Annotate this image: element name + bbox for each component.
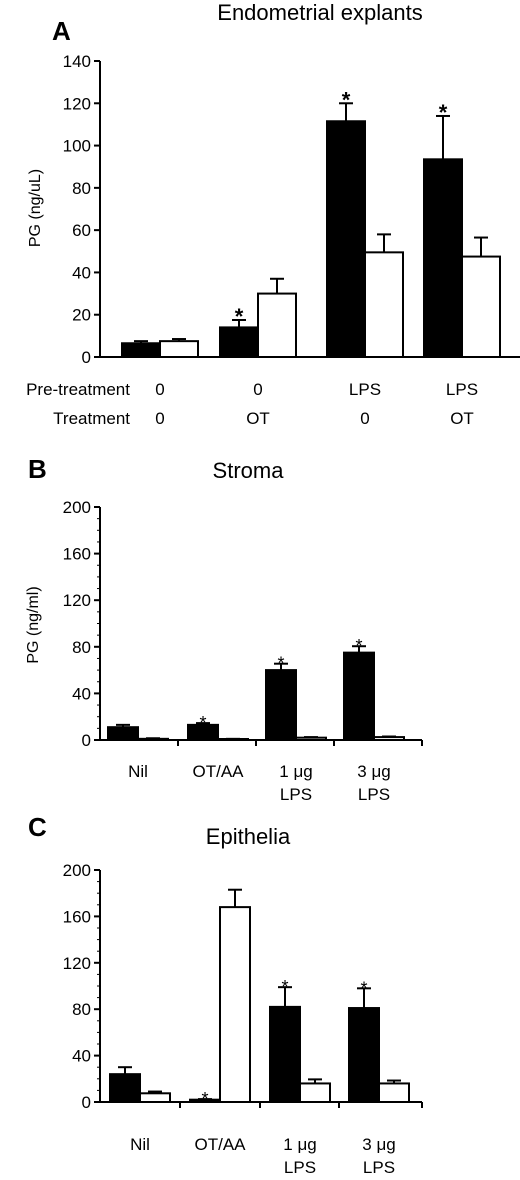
panel-b-plot: 0 40 80 120 160 200 Nil * OT/AA * 1 μg LPS * 3 μg LPS bbox=[63, 498, 423, 804]
panel-b-y-tick-label: 200 bbox=[63, 498, 91, 517]
panel-a-bar-white bbox=[159, 340, 199, 358]
panel-b-title: Stroma bbox=[213, 458, 285, 483]
panel-b-category-label: OT/AA bbox=[192, 762, 244, 781]
panel-c-category-label: 1 μg bbox=[283, 1135, 316, 1154]
panel-c-title: Epithelia bbox=[206, 824, 291, 849]
panel-a-row-label-pretreatment: Pre-treatment bbox=[26, 380, 130, 399]
panel-a-category-label: OT bbox=[450, 409, 474, 428]
panel-b-bar-black bbox=[265, 669, 297, 741]
panel-c-bar-white bbox=[139, 1092, 171, 1104]
panel-b-y-tick-label: 120 bbox=[63, 591, 91, 610]
panel-c-category-label: Nil bbox=[130, 1135, 150, 1154]
panel-c-bar-black bbox=[269, 1005, 301, 1104]
panel-b: B Stroma PG (ng/ml) 0 40 80 120 160 200 Nil * OT… bbox=[25, 454, 423, 804]
panel-b-category-label: LPS bbox=[280, 785, 312, 804]
panel-b-bar-white bbox=[137, 737, 169, 742]
panel-b-bar-white bbox=[373, 736, 405, 742]
panel-b-significance-marker: * bbox=[277, 654, 284, 674]
panel-a-letter: A bbox=[52, 16, 71, 46]
panel-c-plot: 0 40 80 120 160 200 Nil * OT/AA * 1 μg LPS * 3 μg LPS bbox=[63, 861, 423, 1177]
panel-c-category-label: OT/AA bbox=[194, 1135, 246, 1154]
panel-a-category-label: 0 bbox=[155, 380, 164, 399]
panel-a-bar-white bbox=[364, 251, 404, 358]
panel-a: A Endometrial explants PG (ng/uL) Pre-tr… bbox=[26, 0, 520, 428]
panel-b-category-label: LPS bbox=[358, 785, 390, 804]
panel-b-y-tick-label: 160 bbox=[63, 545, 91, 564]
panel-b-y-tick-label: 80 bbox=[72, 638, 91, 657]
panel-c-y-tick-label: 160 bbox=[63, 907, 91, 926]
panel-a-y-tick-label: 120 bbox=[63, 94, 91, 113]
panel-b-y-tick-label: 40 bbox=[72, 684, 91, 703]
panel-c-bar-black bbox=[348, 1007, 380, 1103]
panel-b-category-label: 1 μg bbox=[279, 762, 312, 781]
panel-a-y-tick-label: 0 bbox=[82, 348, 91, 367]
panel-b-bar-black bbox=[187, 723, 219, 741]
panel-b-bar-black bbox=[107, 726, 139, 741]
panel-c-category-label: LPS bbox=[363, 1158, 395, 1177]
panel-a-significance-marker: * bbox=[235, 304, 244, 329]
panel-c-y-tick-label: 0 bbox=[82, 1093, 91, 1112]
panel-c-significance-marker: * bbox=[281, 977, 288, 997]
panel-a-significance-marker: * bbox=[342, 87, 351, 112]
panel-a-y-tick-label: 80 bbox=[72, 179, 91, 198]
panel-b-significance-marker: * bbox=[199, 713, 206, 733]
panel-c-y-tick-label: 40 bbox=[72, 1047, 91, 1066]
panel-a-category-label: 0 bbox=[155, 409, 164, 428]
panel-a-y-axis-label: PG (ng/uL) bbox=[27, 169, 44, 247]
panel-c-bar-white bbox=[378, 1082, 410, 1103]
panel-a-bar-white bbox=[257, 292, 297, 359]
panel-c-significance-marker: * bbox=[201, 1089, 208, 1109]
panel-a-significance-marker: * bbox=[439, 100, 448, 125]
panel-a-y-tick-label: 100 bbox=[63, 137, 91, 156]
panel-a-y-tick-label: 20 bbox=[72, 306, 91, 325]
panel-a-bar-white bbox=[461, 255, 501, 359]
panel-b-bar-white bbox=[295, 736, 327, 741]
panel-a-y-tick-label: 40 bbox=[72, 263, 91, 282]
panel-a-bar-black bbox=[219, 326, 259, 358]
panel-c-bar-white bbox=[219, 906, 251, 1103]
panel-c-category-label: LPS bbox=[284, 1158, 316, 1177]
panel-a-bar-black bbox=[423, 158, 463, 358]
panel-c-significance-marker: * bbox=[360, 978, 367, 998]
panel-a-title: Endometrial explants bbox=[217, 0, 422, 25]
panel-c: C Epithelia 0 40 80 120 160 200 Nil * OT/AA * 1 μg… bbox=[28, 812, 423, 1177]
panel-c-y-tick-label: 80 bbox=[72, 1000, 91, 1019]
panel-a-category-label: 0 bbox=[360, 409, 369, 428]
panel-b-bar-white bbox=[217, 738, 249, 741]
panel-a-plot: 0 20 40 60 80 100 120 140 0 0 * 0 OT * LPS 0 * LPS OT bbox=[63, 52, 520, 428]
panel-c-bar-white bbox=[299, 1082, 331, 1103]
panel-a-bar-black bbox=[326, 120, 366, 358]
panel-b-category-label: 3 μg bbox=[357, 762, 390, 781]
panel-c-y-tick-label: 120 bbox=[63, 954, 91, 973]
panel-c-y-tick-label: 200 bbox=[63, 861, 91, 880]
panel-b-letter: B bbox=[28, 454, 47, 484]
panel-a-category-label: LPS bbox=[349, 380, 381, 399]
panel-b-bar-black bbox=[343, 651, 375, 741]
panel-a-row-label-treatment: Treatment bbox=[53, 409, 130, 428]
panel-b-significance-marker: * bbox=[355, 636, 362, 656]
panel-c-letter: C bbox=[28, 812, 47, 842]
panel-c-bar-black bbox=[109, 1073, 141, 1104]
panel-a-category-label: LPS bbox=[446, 380, 478, 399]
panel-a-y-tick-label: 140 bbox=[63, 52, 91, 71]
panel-a-y-tick-label: 60 bbox=[72, 221, 91, 240]
panel-a-bar-black bbox=[121, 342, 161, 358]
panel-b-y-axis-label: PG (ng/ml) bbox=[25, 586, 42, 663]
panel-b-category-label: Nil bbox=[128, 762, 148, 781]
panel-c-category-label: 3 μg bbox=[362, 1135, 395, 1154]
panel-b-y-tick-label: 0 bbox=[82, 731, 91, 750]
panel-a-category-label: 0 bbox=[253, 380, 262, 399]
panel-a-category-label: OT bbox=[246, 409, 270, 428]
